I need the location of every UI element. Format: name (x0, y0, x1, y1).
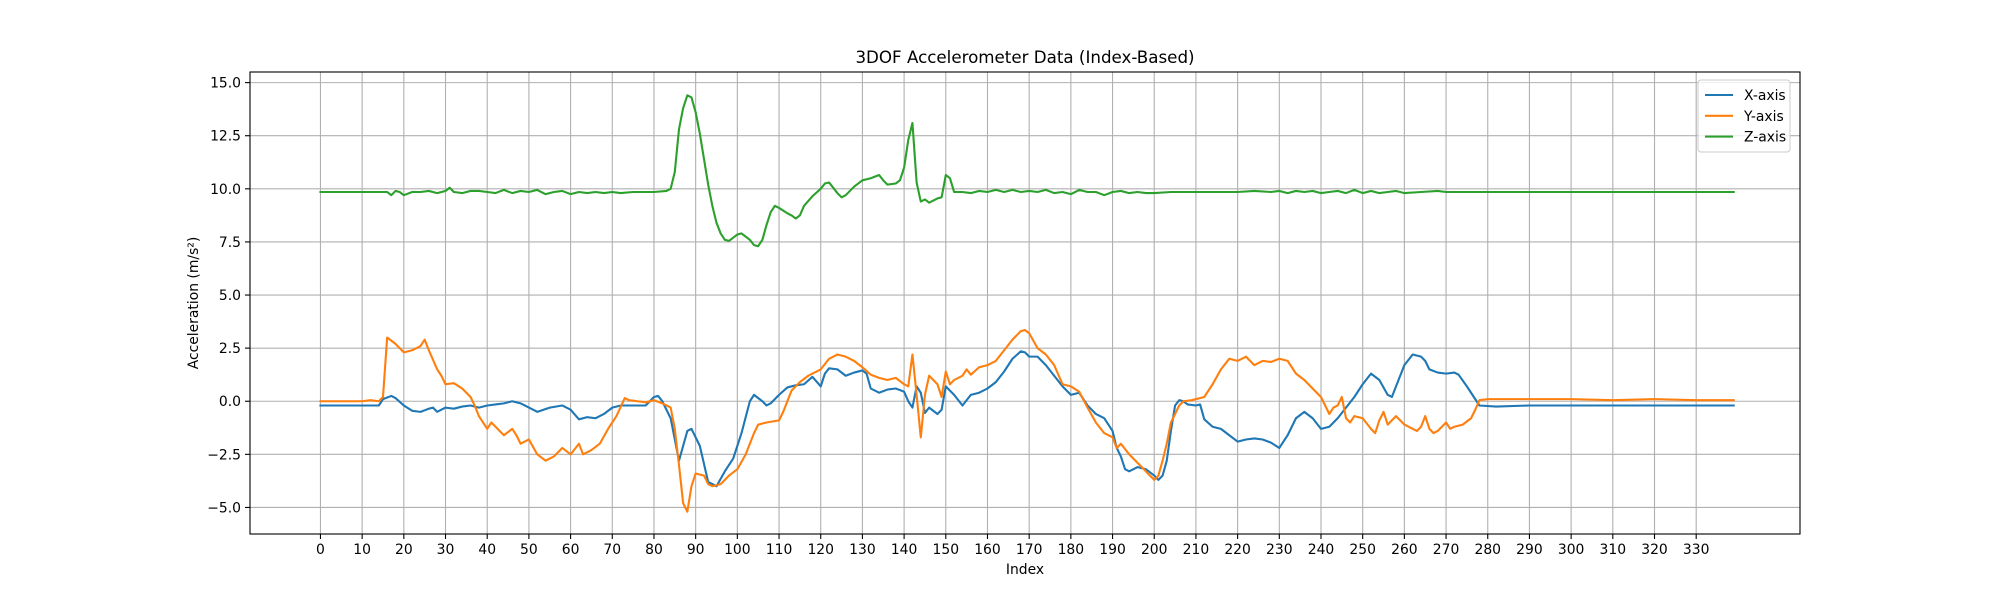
x-tick-label: 60 (562, 542, 580, 558)
x-tick-label: 270 (1433, 542, 1460, 558)
x-tick-label: 280 (1474, 542, 1501, 558)
x-tick-label: 140 (891, 542, 918, 558)
x-tick-label: 40 (478, 542, 496, 558)
y-tick-label: 10.0 (210, 182, 241, 198)
series-lines (319, 94, 1735, 513)
x-tick-label: 200 (1141, 542, 1168, 558)
x-tick-label: 220 (1224, 542, 1251, 558)
x-tick-label: 70 (603, 542, 621, 558)
x-tick-label: 260 (1391, 542, 1418, 558)
x-tick-label: 170 (1016, 542, 1043, 558)
legend-box (1697, 79, 1791, 153)
legend-label: Z-axis (1744, 130, 1786, 146)
x-tick-label: 160 (974, 542, 1001, 558)
legend-label: X-axis (1744, 88, 1786, 104)
x-tick-label: 150 (933, 542, 960, 558)
y-tick-label: −5.0 (207, 500, 241, 516)
x-tick-label: 80 (645, 542, 663, 558)
y-tick-label: 7.5 (219, 235, 241, 251)
x-tick-label: 130 (849, 542, 876, 558)
x-tick-label: 250 (1349, 542, 1376, 558)
x-tick-label: 30 (437, 542, 455, 558)
axis-ticks: 0 10 20 30 40 50 60 70 80 90 100 110 120 130 140 150 160… (207, 76, 1709, 558)
x-tick-label: 10 (353, 542, 371, 558)
x-tick-label: 330 (1683, 542, 1710, 558)
x-tick-label: 120 (807, 542, 834, 558)
legend-label: Y-axis (1743, 109, 1784, 125)
x-tick-label: 320 (1641, 542, 1668, 558)
x-tick-label: 190 (1099, 542, 1126, 558)
x-tick-label: 230 (1266, 542, 1293, 558)
x-tick-label: 100 (724, 542, 751, 558)
legend: X-axis Y-axis Z-axis (1697, 79, 1791, 153)
x-axis-label: Index (1006, 562, 1044, 578)
x-tick-label: 90 (687, 542, 705, 558)
series-line-z-axis (319, 94, 1735, 248)
y-tick-label: 5.0 (219, 288, 241, 304)
x-tick-label: 290 (1516, 542, 1543, 558)
plot-frame (249, 71, 1801, 535)
x-tick-label: 180 (1058, 542, 1085, 558)
chart-title: 3DOF Accelerometer Data (Index-Based) (855, 47, 1194, 67)
x-tick-label: 310 (1600, 542, 1627, 558)
x-tick-label: 210 (1183, 542, 1210, 558)
y-tick-label: 12.5 (210, 129, 241, 145)
x-tick-label: 20 (395, 542, 413, 558)
y-axis-label: Acceleration (m/s²) (186, 237, 202, 370)
x-tick-label: 240 (1308, 542, 1335, 558)
y-tick-label: −2.5 (207, 447, 241, 463)
x-tick-label: 110 (766, 542, 793, 558)
series-line-x-axis (319, 350, 1735, 488)
x-tick-label: 0 (316, 542, 325, 558)
y-tick-label: 0.0 (219, 394, 241, 410)
x-tick-label: 300 (1558, 542, 1585, 558)
series-line-y-axis (319, 329, 1735, 513)
grid (250, 72, 1800, 534)
x-tick-label: 50 (520, 542, 538, 558)
y-tick-label: 2.5 (219, 341, 241, 357)
y-tick-label: 15.0 (210, 76, 241, 92)
